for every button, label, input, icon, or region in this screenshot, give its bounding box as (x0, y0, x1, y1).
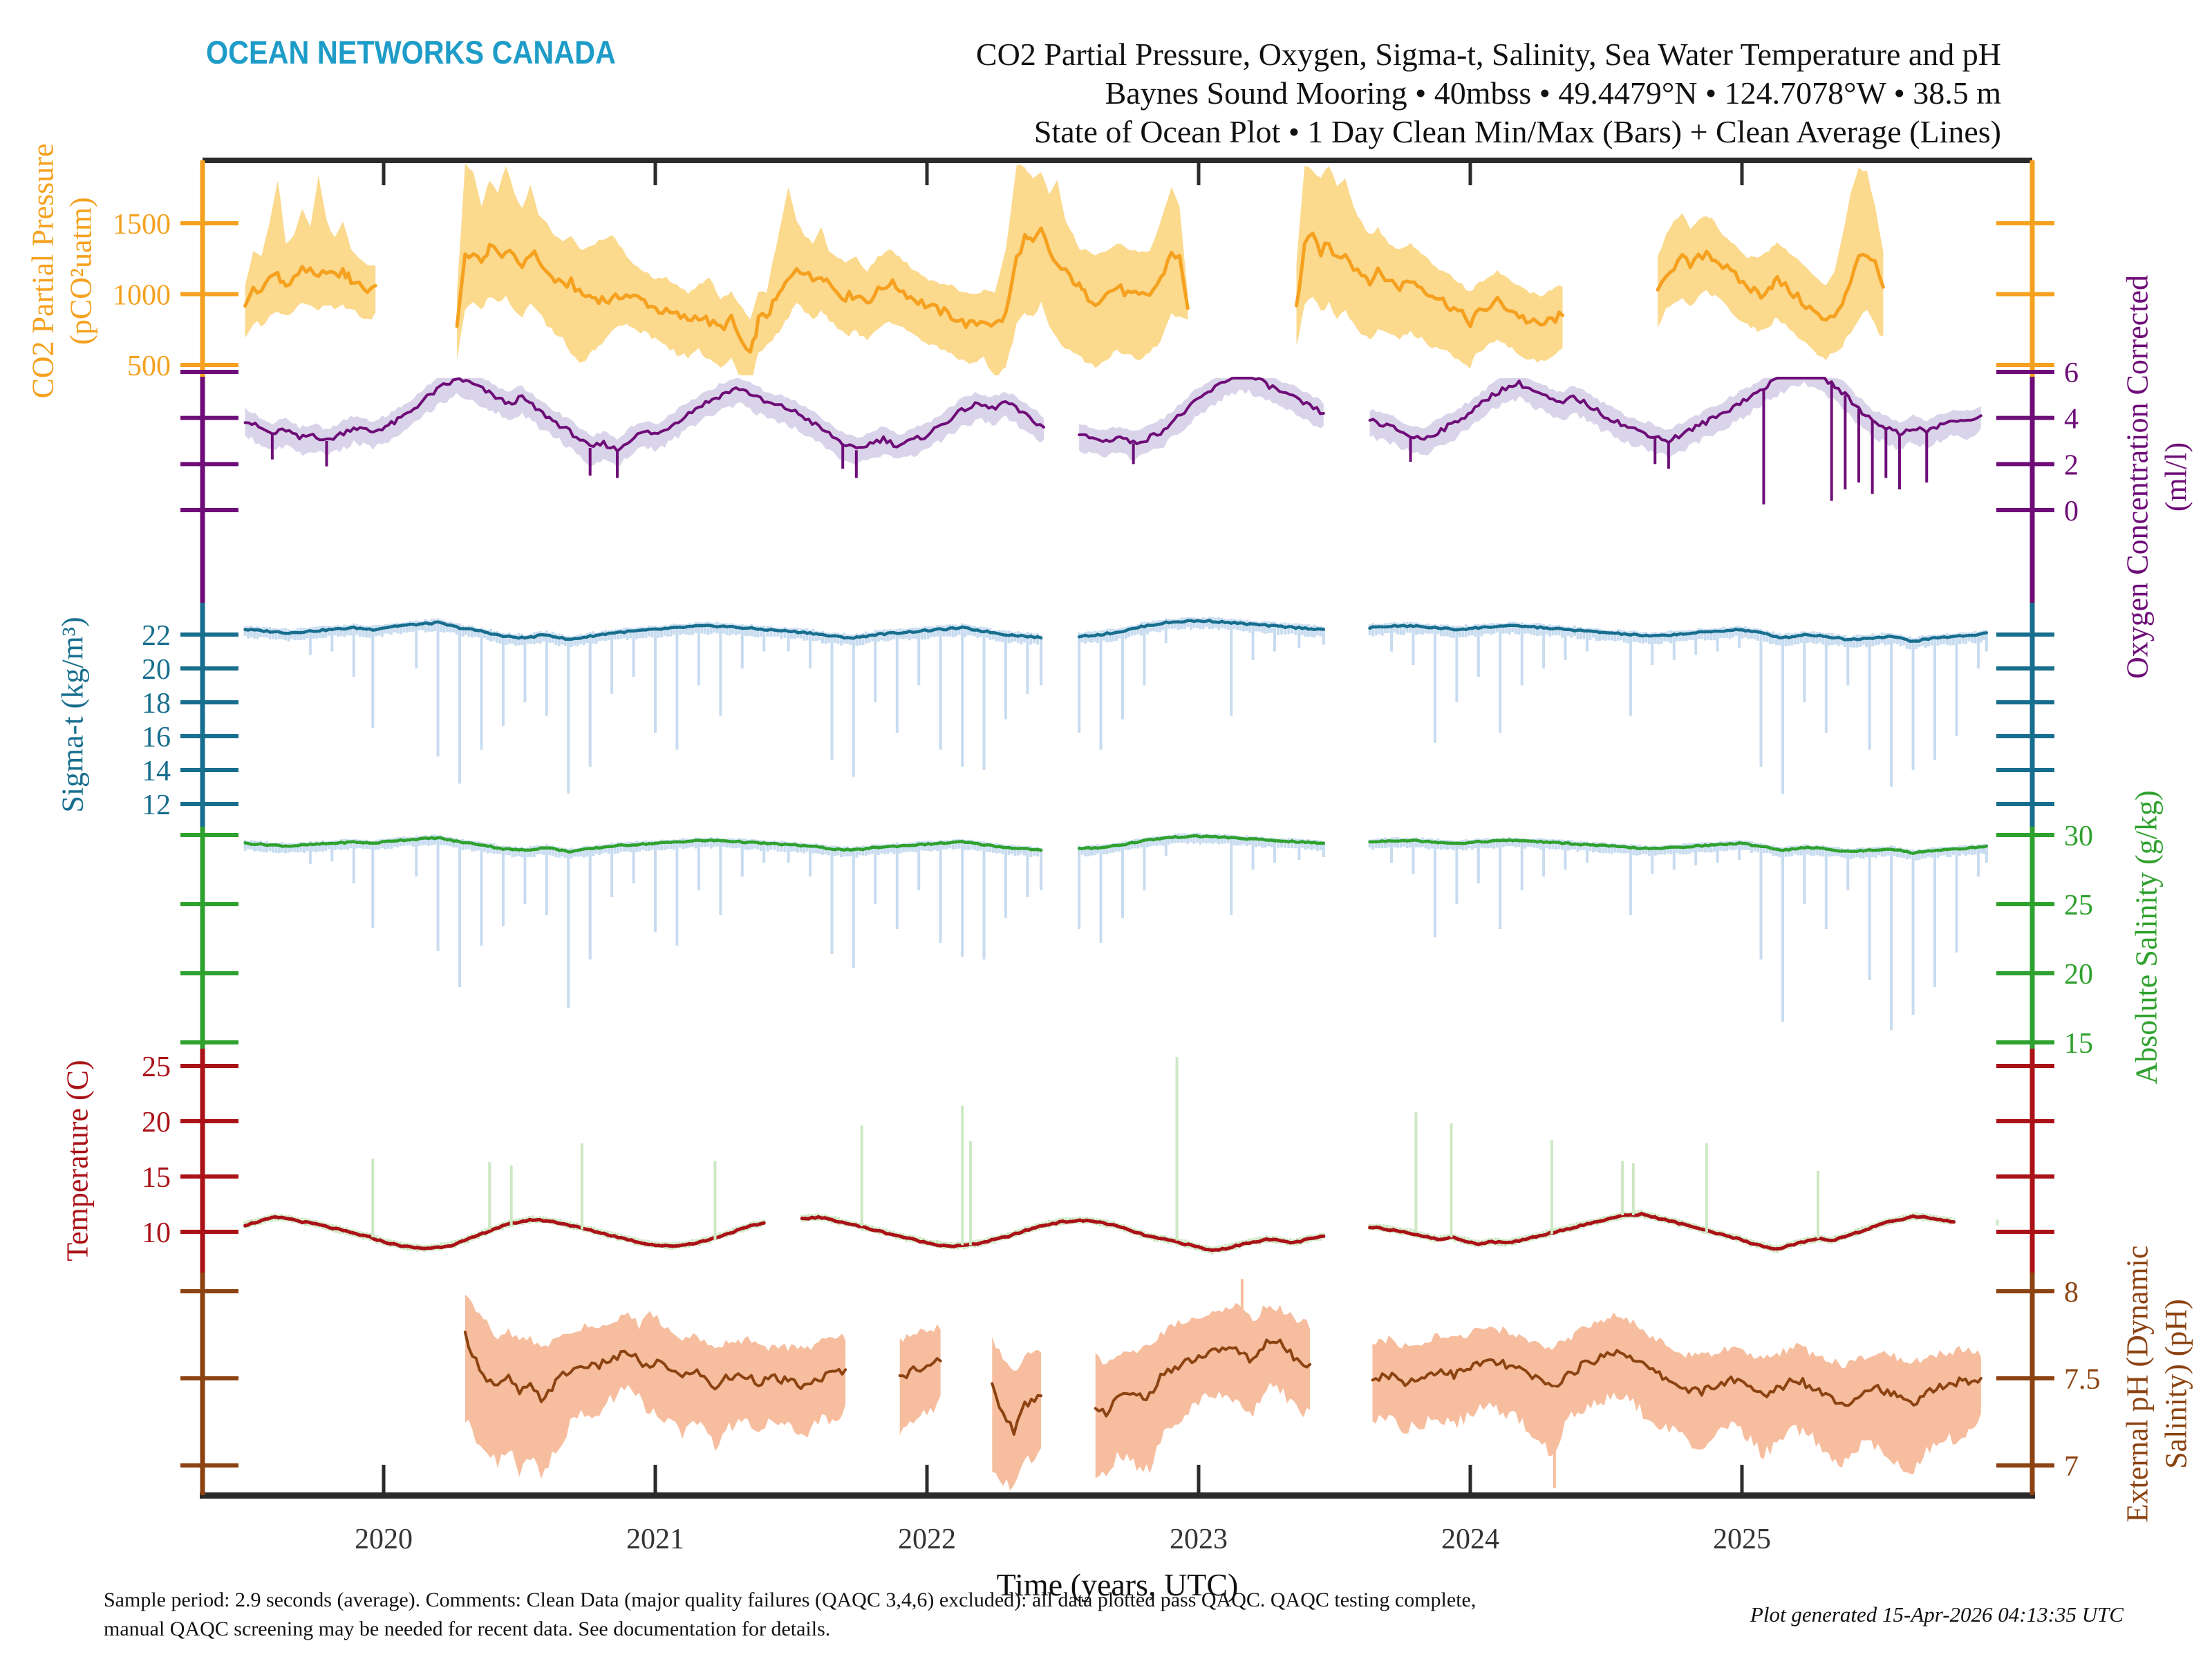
svg-text:30: 30 (2064, 821, 2093, 852)
svg-text:22: 22 (142, 620, 171, 652)
svg-text:20: 20 (142, 1107, 171, 1138)
svg-text:0: 0 (2064, 496, 2079, 527)
svg-text:2: 2 (2064, 449, 2079, 481)
svg-text:7.5: 7.5 (2064, 1364, 2101, 1396)
svg-text:20: 20 (142, 654, 171, 686)
temperature-axis-label: Temperature (C) (60, 1060, 95, 1262)
svg-text:2025: 2025 (1713, 1524, 1771, 1555)
svg-text:10: 10 (142, 1217, 171, 1249)
oxygen-axis-label-line2: (ml/l) (2159, 442, 2193, 512)
svg-text:2023: 2023 (1170, 1524, 1228, 1555)
svg-text:20: 20 (2064, 959, 2093, 991)
ocean-networks-canada-logo: OCEAN NETWORKS CANADA (206, 34, 616, 71)
svg-text:12: 12 (142, 789, 171, 821)
svg-text:2021: 2021 (626, 1524, 684, 1555)
plot-subtitle-type: State of Ocean Plot • 1 Day Clean Min/Ma… (1033, 114, 2001, 149)
footer-note-line2: manual QAQC screening may be needed for … (104, 1618, 831, 1640)
svg-text:14: 14 (142, 756, 171, 787)
svg-text:7: 7 (2064, 1451, 2079, 1483)
footer-note-line1: Sample period: 2.9 seconds (average). Co… (104, 1588, 1477, 1611)
salinity-axis-label: Absolute Salinity (g/kg) (2129, 790, 2164, 1085)
svg-text:18: 18 (142, 688, 171, 720)
svg-text:1500: 1500 (113, 209, 171, 241)
ph-axis-label-line2: Salinity) (pH) (2159, 1299, 2193, 1469)
svg-text:2024: 2024 (1441, 1524, 1499, 1555)
svg-text:4: 4 (2064, 404, 2079, 435)
svg-text:15: 15 (142, 1162, 171, 1194)
oxygen-axis-label-line1: Oxygen Concentration Corrected (2120, 274, 2155, 679)
svg-text:15: 15 (2064, 1028, 2093, 1060)
plot-generated-timestamp: Plot generated 15-Apr-2026 04:13:35 UTC (1750, 1602, 2124, 1627)
svg-text:500: 500 (127, 350, 171, 382)
svg-text:25: 25 (142, 1051, 171, 1083)
plot-title: CO2 Partial Pressure, Oxygen, Sigma-t, S… (975, 37, 2001, 72)
ph-axis-label-line1: External pH (Dynamic (2120, 1245, 2155, 1523)
x-axis-label: Time (years, UTC) (997, 1567, 1239, 1602)
plot-subtitle-location: Baynes Sound Mooring • 40mbss • 49.4479°… (1105, 75, 2001, 111)
co2-axis-label-line2: (pCO²uatm) (64, 197, 98, 345)
svg-text:25: 25 (2064, 890, 2093, 921)
svg-text:8: 8 (2064, 1277, 2079, 1309)
svg-text:2022: 2022 (898, 1524, 956, 1555)
sigma-t-axis-label: Sigma-t (kg/m³) (55, 617, 90, 813)
co2-axis-label-line1: CO2 Partial Pressure (26, 143, 60, 399)
svg-text:16: 16 (142, 722, 171, 753)
svg-text:2020: 2020 (355, 1524, 413, 1555)
svg-text:1000: 1000 (113, 280, 171, 312)
svg-text:6: 6 (2064, 357, 2079, 389)
